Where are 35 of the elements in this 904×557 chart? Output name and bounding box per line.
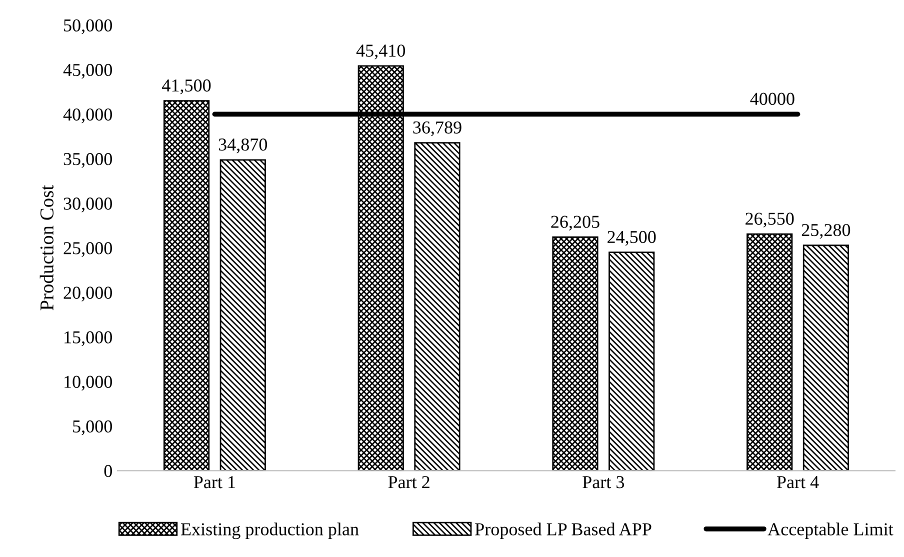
y-tick-label: 40,000 [63, 108, 112, 124]
bar [802, 244, 850, 471]
y-tick-label: 0 [104, 464, 112, 478]
x-tick-label: Part 2 [388, 476, 430, 488]
data-label: 40000 [750, 92, 794, 105]
x-tick-label: Part 4 [776, 476, 819, 488]
bar [746, 233, 793, 471]
data-label: 26,550 [746, 212, 794, 228]
y-tick-label: 30,000 [64, 198, 112, 212]
data-label: 36,789 [413, 121, 462, 136]
data-label: 34,870 [218, 138, 268, 154]
data-label: 24,500 [608, 230, 656, 246]
bar [414, 142, 460, 471]
y-tick-label: 50,000 [64, 19, 112, 34]
legend-label: Existing production plan [181, 522, 359, 540]
x-tick-label: Part 1 [194, 476, 235, 488]
y-tick-label: 35,000 [64, 153, 112, 168]
legend-label: Acceptable Limit [768, 522, 894, 540]
bar [552, 236, 598, 471]
y-axis-title: Production Cost [40, 185, 54, 310]
bar [220, 159, 266, 471]
y-tick-label: 10,000 [64, 376, 112, 391]
data-label: 41,500 [162, 79, 211, 94]
x-tick-label: Part 3 [582, 476, 624, 488]
y-tick-label: 45,000 [63, 64, 112, 79]
y-tick-label: 20,000 [64, 286, 112, 302]
bar [163, 100, 210, 471]
data-label: 26,205 [551, 216, 600, 230]
data-label: 25,280 [802, 224, 850, 239]
y-tick-label: 15,000 [64, 331, 112, 346]
bar [608, 252, 655, 471]
y-tick-label: 5,000 [73, 420, 112, 436]
legend-label: Proposed LP Based APP [475, 522, 652, 540]
data-label: 45,410 [356, 44, 406, 60]
y-tick-label: 25,000 [64, 242, 112, 257]
